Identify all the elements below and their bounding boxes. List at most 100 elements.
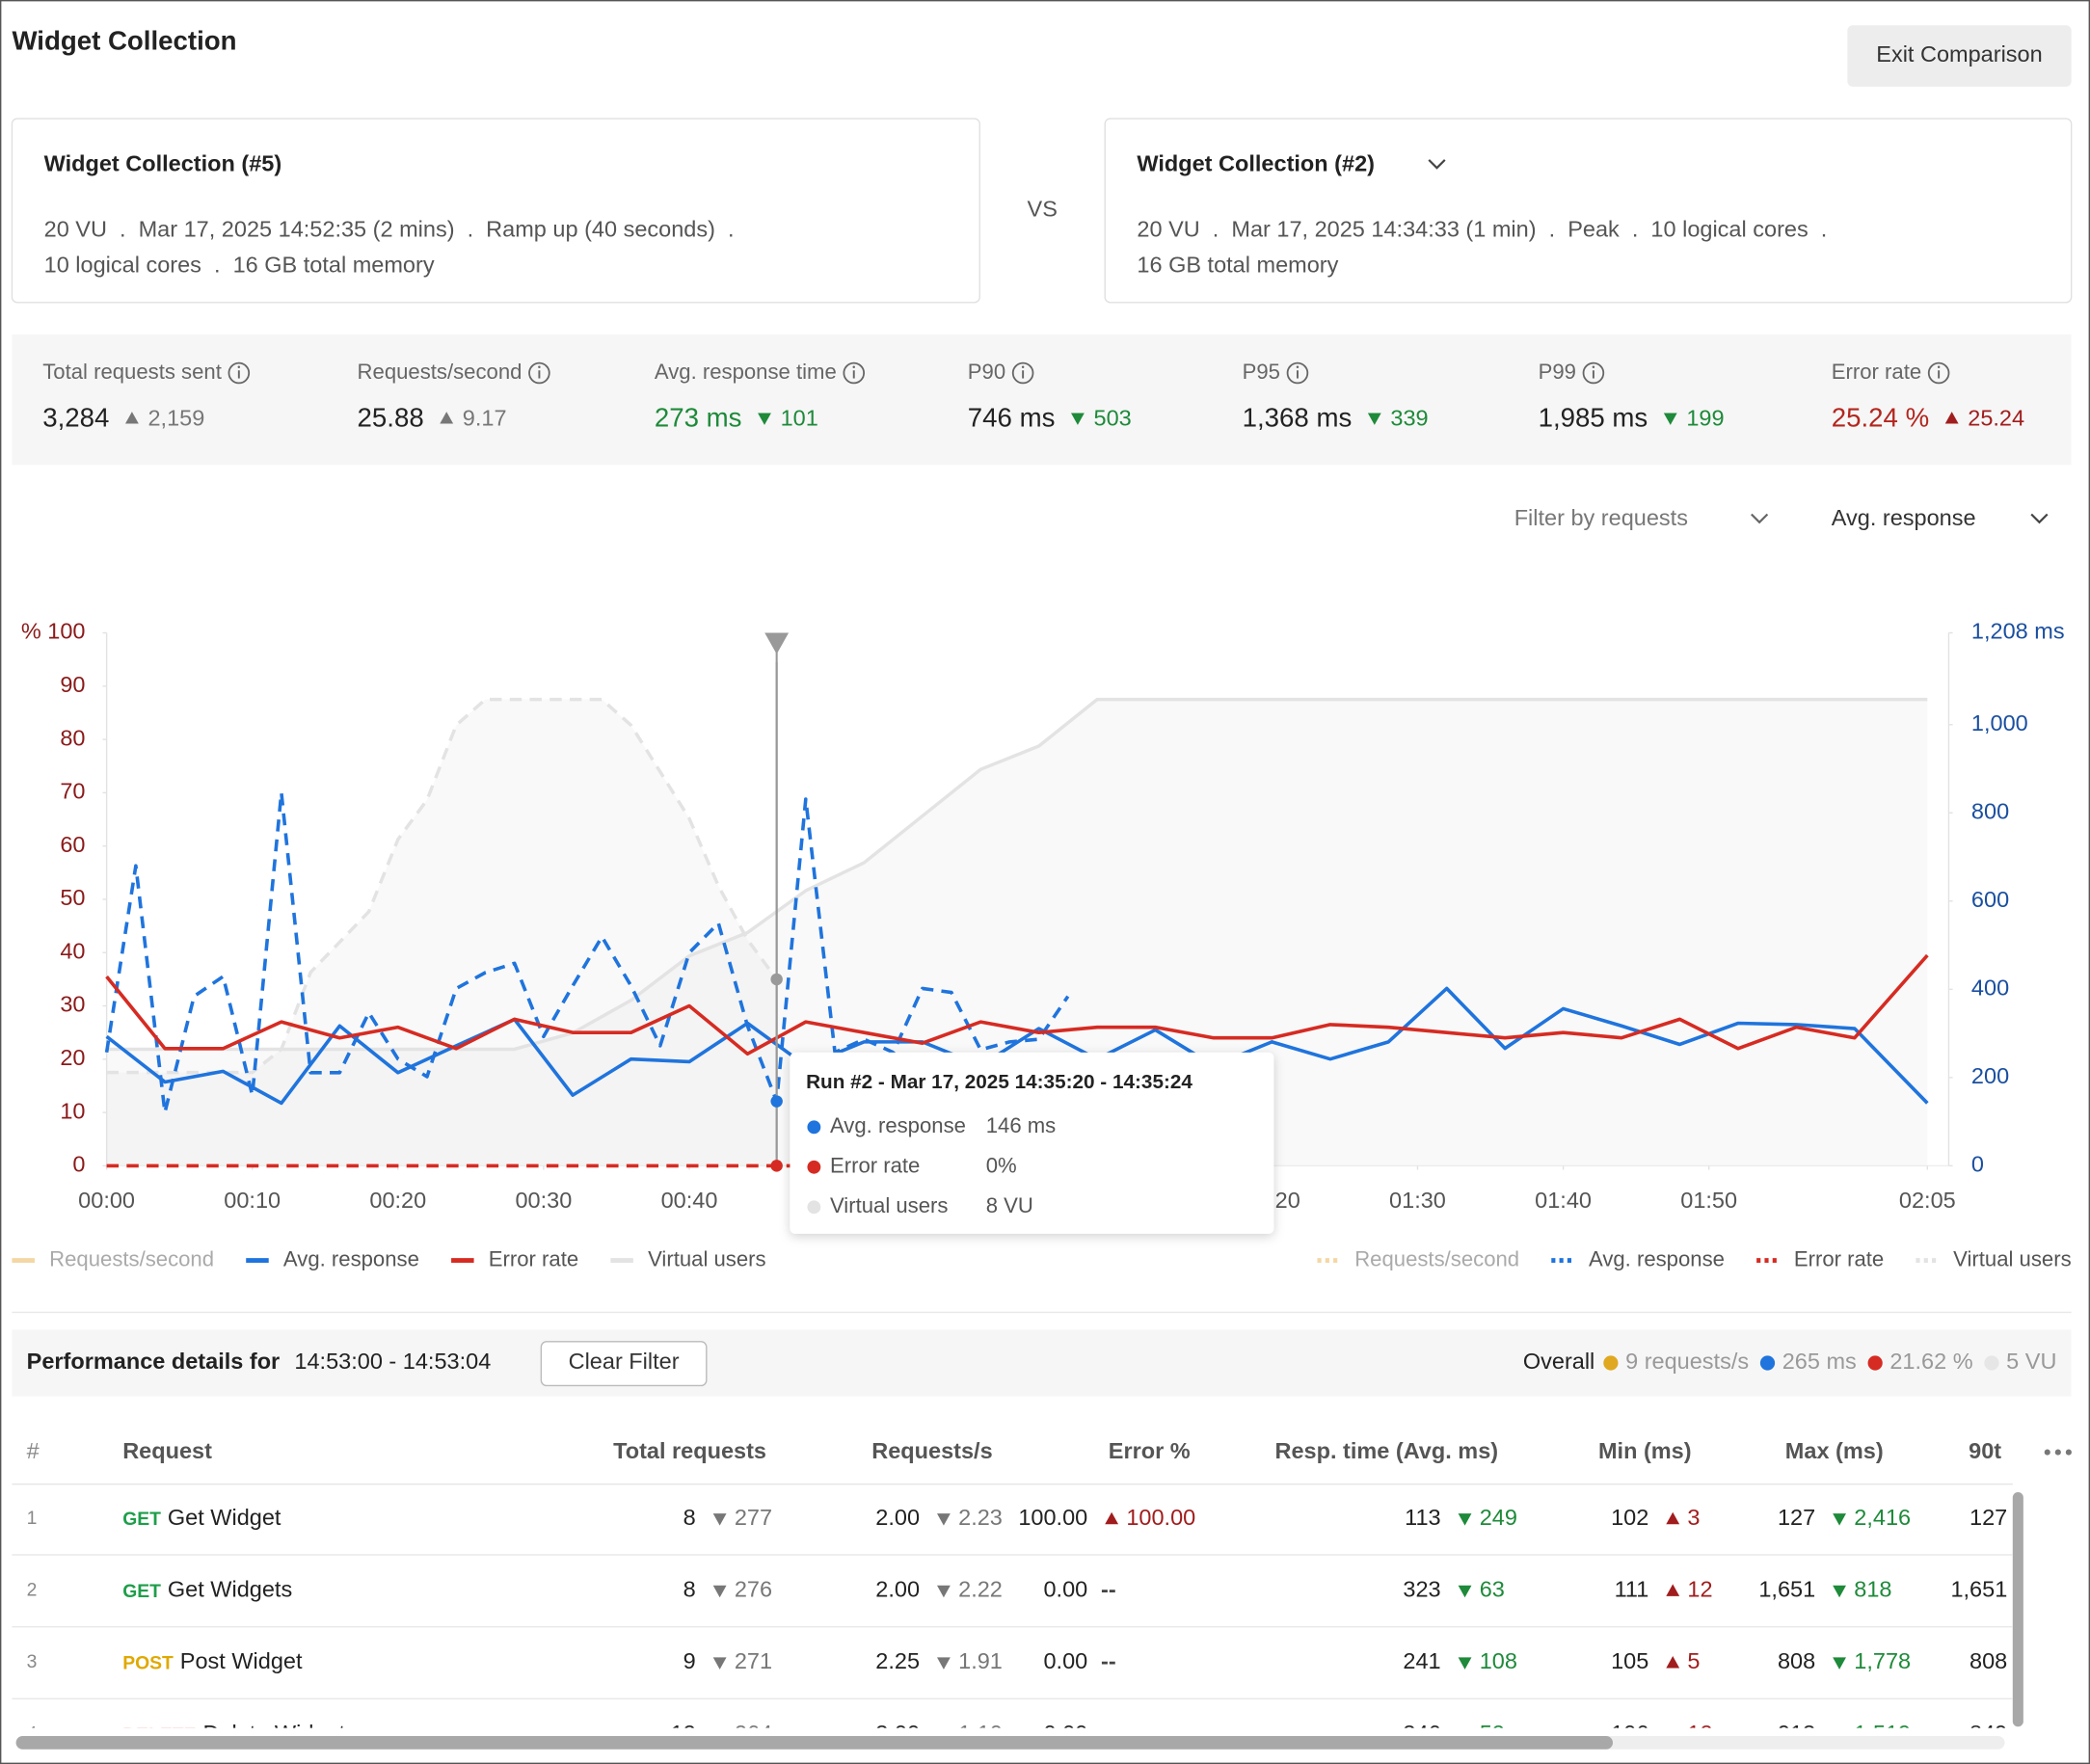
- cell-value: 12: [671, 1721, 696, 1746]
- chevron[interactable]: [2030, 513, 2049, 524]
- cell-value: 0.00: [1043, 1648, 1087, 1673]
- y-tick-label: 80: [60, 725, 85, 750]
- cell-delta: 1,778: [1854, 1648, 1911, 1673]
- cell-delta: 2.22: [958, 1577, 1003, 1602]
- cell-value: 849: [1969, 1721, 2007, 1746]
- hover-point: [770, 973, 783, 986]
- run-card: [11, 118, 980, 304]
- overall-dot: [1984, 1355, 1999, 1371]
- row-index: 4: [27, 1724, 38, 1745]
- cell-delta: 277: [735, 1505, 772, 1530]
- filter-dropdown[interactable]: Avg. response: [1832, 505, 1976, 530]
- cell-value: 323: [1403, 1577, 1440, 1602]
- trend-arrow: [1071, 413, 1085, 425]
- run-card: [1104, 118, 2073, 304]
- column-header: Requests/s: [871, 1438, 992, 1463]
- series-area: [106, 699, 1928, 1166]
- cell-value: 913: [1778, 1721, 1815, 1746]
- legend-label[interactable]: Virtual users: [648, 1246, 766, 1270]
- cell-value: 1,651: [1758, 1577, 1815, 1602]
- cell-delta: 12: [1687, 1721, 1712, 1746]
- content: Widget Collection Exit Comparison Widget C…: [12, 26, 2072, 1746]
- legend-label[interactable]: Avg. response: [283, 1246, 419, 1270]
- trend-arrow: [1666, 1656, 1680, 1669]
- tooltip-value: 146 ms: [986, 1113, 1057, 1137]
- overall-dot: [1603, 1355, 1619, 1371]
- column-header: Max (ms): [1785, 1438, 1884, 1463]
- table-body: 1 GET Get Widget 8 277 2.00 2.23 100.00 100.00 11…: [12, 1505, 2013, 1746]
- details-range: 14:53:00 - 14:53:04: [294, 1349, 491, 1374]
- info-icon: [237, 365, 241, 369]
- trend-arrow: [1458, 1585, 1472, 1598]
- cell-delta: 52: [1480, 1721, 1505, 1746]
- legend-label[interactable]: Virtual users: [1953, 1246, 2072, 1270]
- tooltip-title: Run #2 - Mar 17, 2025 14:35:20 - 14:35:2…: [806, 1071, 1192, 1093]
- tooltip-box: [790, 1052, 1274, 1234]
- column-header: Request: [122, 1438, 212, 1463]
- scrollbar[interactable]: [15, 1735, 1614, 1750]
- cell-delta: --: [1101, 1577, 1116, 1602]
- overall-dot: [1867, 1355, 1883, 1371]
- info-icon: [852, 365, 855, 369]
- legend-label[interactable]: Error rate: [1794, 1246, 1884, 1270]
- cell-delta: 5: [1687, 1648, 1700, 1673]
- tooltip-dot: [807, 1160, 821, 1174]
- column-header: Min (ms): [1598, 1438, 1692, 1463]
- metric-delta: 9.17: [463, 406, 507, 431]
- tooltip-value: 0%: [986, 1154, 1017, 1178]
- legend-label[interactable]: Avg. response: [1589, 1246, 1725, 1270]
- x-tick-label: 01:30: [1389, 1188, 1446, 1213]
- column-header: #: [27, 1438, 40, 1463]
- exit-button[interactable]: [1847, 25, 2072, 87]
- overall-stat: 9 requests/s: [1625, 1349, 1749, 1374]
- request-name: Delete Widget: [202, 1721, 345, 1746]
- cell-value: 0.00: [1043, 1577, 1087, 1602]
- hover-point: [770, 1095, 783, 1108]
- run-dropdown[interactable]: [1428, 159, 1446, 170]
- metric-value: 1,368 ms: [1243, 403, 1353, 433]
- trend-arrow: [1833, 1657, 1846, 1670]
- legend-label[interactable]: Error rate: [489, 1246, 578, 1270]
- y2-tick-label: 0: [1971, 1152, 1984, 1177]
- overall-stat: 5 VU: [2006, 1349, 2056, 1374]
- cell-delta: 249: [1480, 1505, 1517, 1530]
- clear-filter-button[interactable]: [540, 1341, 708, 1387]
- tooltip-label: Avg. response: [830, 1113, 966, 1137]
- metric-label: Total requests sent: [42, 360, 222, 384]
- metric-delta: 2,159: [147, 406, 204, 431]
- info-icon: [1927, 361, 1950, 385]
- legend-label[interactable]: Requests/second: [1354, 1246, 1519, 1270]
- cell-delta: 276: [735, 1577, 772, 1602]
- run-details: 16 GB total memory: [1137, 253, 1338, 278]
- y2-tick-label: 600: [1971, 887, 2009, 912]
- trend-arrow: [712, 1657, 727, 1670]
- tooltip-label: Virtual users: [830, 1193, 949, 1217]
- metric-label: Requests/second: [358, 360, 522, 384]
- info-icon: [843, 361, 866, 385]
- metric-label: Avg. response time: [655, 360, 837, 384]
- cell-delta: --: [1101, 1721, 1116, 1746]
- cell-value: 2.00: [875, 1505, 920, 1530]
- cell-value: 0.00: [1043, 1721, 1087, 1746]
- metric-delta: 101: [781, 406, 818, 431]
- scrollbar[interactable]: [2012, 1492, 2023, 1727]
- metric-label: Error rate: [1832, 360, 1921, 384]
- legend-label[interactable]: Requests/second: [49, 1246, 214, 1270]
- series-area: [106, 699, 777, 1166]
- y2-tick-label: 400: [1971, 976, 2009, 1001]
- chevron[interactable]: [1751, 513, 1769, 524]
- column-header: Resp. time (Avg. ms): [1274, 1438, 1498, 1463]
- trend-arrow: [1833, 1585, 1846, 1598]
- cell-value: 2.00: [875, 1577, 920, 1602]
- y-tick-label: 70: [60, 779, 85, 804]
- http-method: GET: [122, 1581, 161, 1602]
- series-line: [104, 790, 1070, 1114]
- info-icon: [528, 361, 550, 385]
- more-icon[interactable]: [2044, 1449, 2072, 1456]
- column-header: Error %: [1109, 1438, 1191, 1463]
- clear-filter-label[interactable]: Clear Filter: [569, 1349, 680, 1374]
- filter-dropdown[interactable]: Filter by requests: [1514, 505, 1688, 530]
- cell-delta: --: [1101, 1648, 1116, 1673]
- series-line: [105, 986, 1929, 1106]
- cell-delta: 1.10: [958, 1721, 1003, 1746]
